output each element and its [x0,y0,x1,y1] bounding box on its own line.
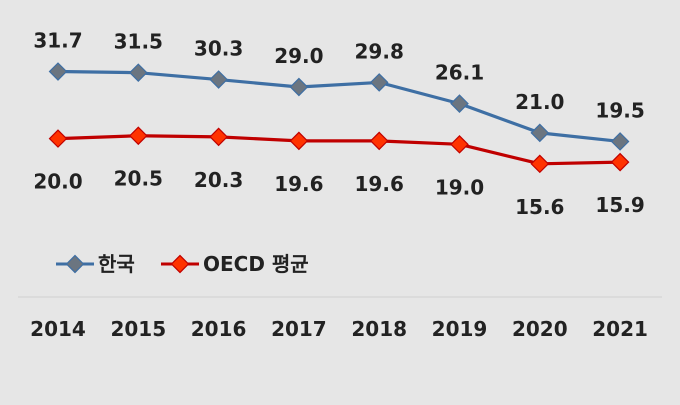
series-line-oecd-average [56,134,622,166]
data-label-korea-2016: 30.3 [194,37,243,61]
point-oecd-average-2016 [209,127,228,147]
x-tick-2016: 2016 [191,317,247,341]
point-oecd-average-2015 [128,126,148,146]
point-oecd-average-2021 [610,152,630,172]
point-korea-2019 [450,94,469,113]
legend: 한국 OECD 평균 [56,252,309,276]
x-tick-layer: 2014 2015 2016 2017 2018 2019 2020 2021 [30,317,648,341]
data-label-korea-2021: 19.5 [595,98,644,122]
legend-item-oecd-average: OECD 평균 [161,252,309,276]
x-tick-2015: 2015 [110,317,166,341]
data-label-oecd-average-2017: 19.6 [274,172,323,196]
point-korea-2017 [289,77,309,97]
data-label-layer: 31.7 31.5 30.3 29.0 29.8 26.1 21.0 19.5 20.0 20.5… [33,29,644,219]
x-tick-2020: 2020 [512,317,568,341]
x-tick-2019: 2019 [432,317,488,341]
point-oecd-average-2020 [530,154,550,174]
x-tick-2021: 2021 [592,317,648,341]
data-label-korea-2015: 31.5 [114,30,163,54]
legend-label-korea: 한국 [98,252,135,276]
legend-item-korea: 한국 [56,252,135,276]
legend-label-oecd-average: OECD 평균 [203,252,309,276]
series-layer [48,62,630,174]
data-label-oecd-average-2014: 20.0 [33,170,82,194]
data-label-oecd-average-2016: 20.3 [194,168,243,192]
point-korea-2014 [48,62,68,81]
data-label-korea-2019: 26.1 [435,61,484,85]
point-oecd-average-2018 [369,131,389,151]
data-label-korea-2018: 29.8 [355,39,404,63]
data-label-oecd-average-2021: 15.9 [595,193,644,217]
x-tick-2018: 2018 [351,317,407,341]
point-oecd-average-2014 [48,129,68,148]
point-korea-2018 [369,73,389,92]
legend-swatch-marker-oecd-average [170,254,190,274]
point-korea-2021 [610,132,630,151]
point-korea-2020 [530,123,550,143]
data-label-korea-2014: 31.7 [33,29,82,53]
data-label-oecd-average-2015: 20.5 [114,167,163,191]
legend-swatch-marker-korea [65,254,85,274]
data-label-oecd-average-2018: 19.6 [355,172,404,196]
point-oecd-average-2019 [450,134,469,154]
data-label-korea-2017: 29.0 [274,44,323,68]
point-korea-2016 [209,70,228,89]
x-tick-2014: 2014 [30,317,86,341]
data-label-korea-2020: 21.0 [515,90,564,114]
data-label-oecd-average-2019: 19.0 [435,175,484,199]
x-tick-2017: 2017 [271,317,327,341]
series-line-korea [56,69,622,144]
data-label-oecd-average-2020: 15.6 [515,195,564,219]
point-korea-2015 [128,63,148,83]
point-oecd-average-2017 [289,131,309,151]
